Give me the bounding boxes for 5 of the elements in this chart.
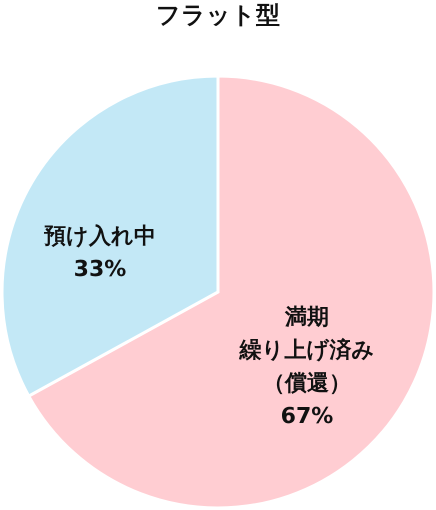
slice-label: 満期繰り上げ済み（償還） (238, 305, 374, 396)
slice-label: 預け入れ中 (43, 224, 156, 249)
chart-title: フラット型 (156, 1, 280, 29)
data-label: 67% (280, 404, 334, 429)
data-label: 33% (74, 257, 126, 282)
